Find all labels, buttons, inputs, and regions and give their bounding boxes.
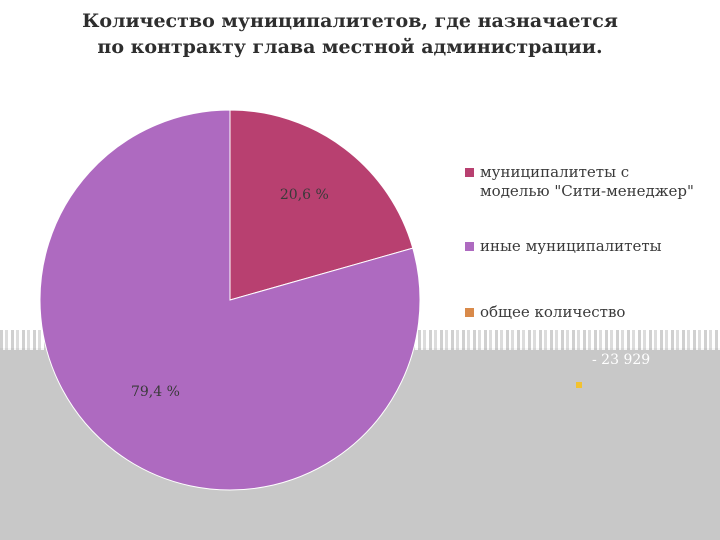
legend-label-city-manager: муниципалитеты с моделью "Сити-менеджер" <box>480 163 694 200</box>
legend-item-total: общее количество <box>465 303 695 322</box>
legend-swatch-other <box>465 242 474 251</box>
slice-label-city-manager: 20,6 % <box>279 186 329 203</box>
legend-swatch-city-manager <box>465 168 474 177</box>
pie-slices <box>39 109 421 491</box>
chart-title: Количество муниципалитетов, где назначае… <box>0 8 700 60</box>
chart-title-line-2: по контракту глава местной администрации… <box>97 36 603 58</box>
legend-swatch-total <box>465 308 474 317</box>
slice-other <box>39 109 421 491</box>
legend-label-total: общее количество <box>480 303 626 321</box>
legend-item-other: иные муниципалитеты <box>465 237 695 256</box>
slice-label-other: 79,4 % <box>130 383 180 400</box>
total-count-note: - 23 929 <box>592 352 651 368</box>
slice-city-manager <box>229 109 414 301</box>
legend-label-other: иные муниципалитеты <box>480 237 662 255</box>
chart-title-line-1: Количество муниципалитетов, где назначае… <box>82 10 618 32</box>
legend-item-city-manager: муниципалитеты с моделью "Сити-менеджер" <box>465 163 695 201</box>
note-marker <box>576 382 582 388</box>
